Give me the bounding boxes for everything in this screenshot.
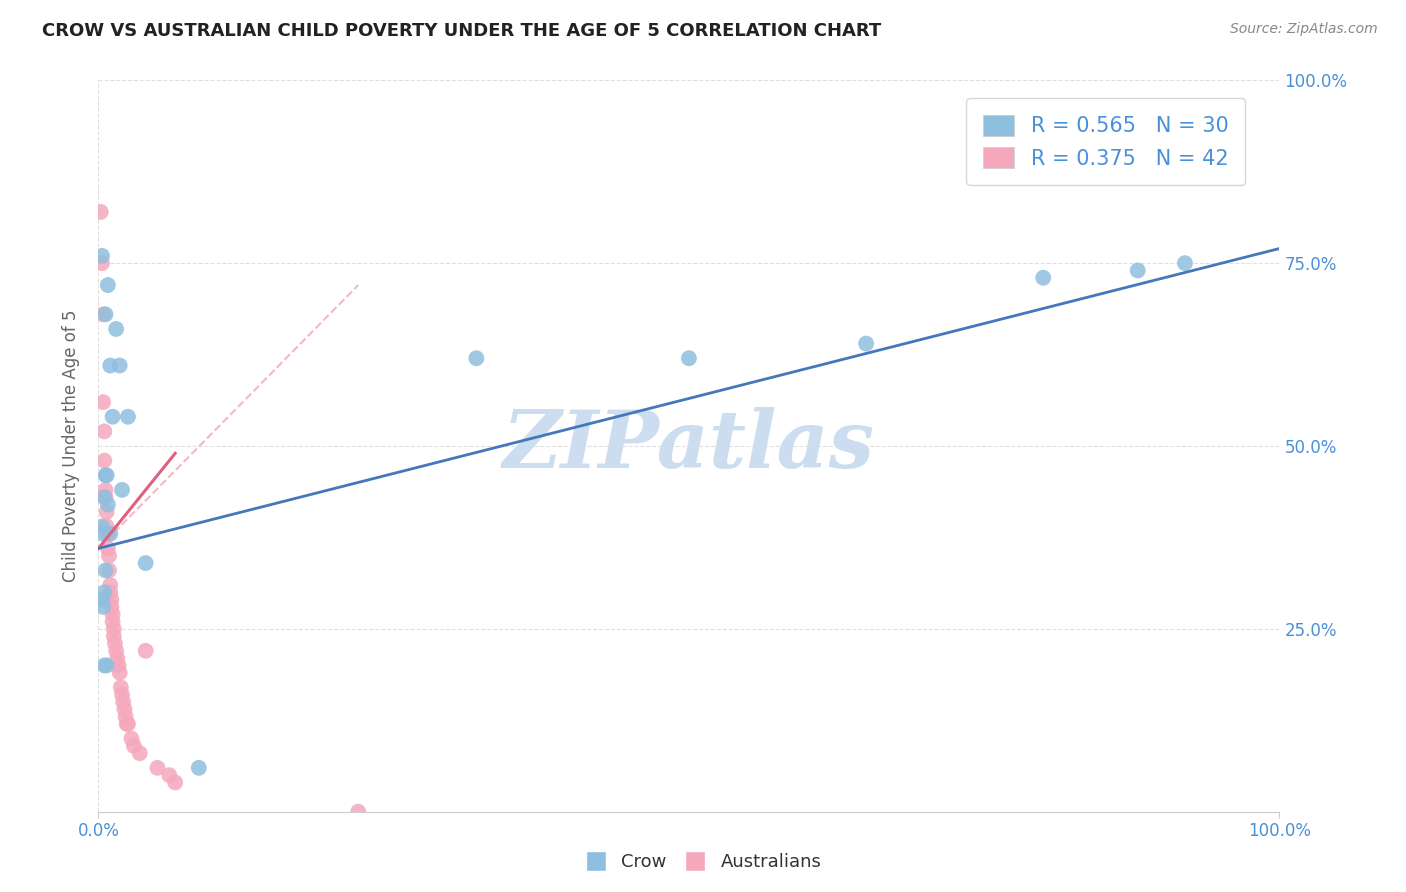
Point (135, 556, 157, 570)
Point (111, 483, 134, 497)
Point (97, 498, 120, 512)
Point (165, 775, 187, 789)
Point (101, 607, 124, 622)
Point (104, 636, 127, 650)
Point (96, 505, 118, 519)
Point (93, 658, 115, 673)
Point (122, 739, 145, 753)
Point (117, 717, 139, 731)
Point (94, 483, 117, 497)
Point (101, 409, 124, 424)
Point (112, 695, 135, 709)
Point (93, 490, 115, 504)
Point (91, 395, 114, 409)
Point (90, 205, 112, 219)
Point (98, 549, 121, 563)
Point (98, 563, 121, 577)
Point (1174, 256, 1197, 270)
Point (465, 351, 488, 366)
Point (91, 599, 114, 614)
Point (157, 768, 180, 782)
Point (1126, 263, 1149, 277)
Point (117, 409, 139, 424)
Point (93, 453, 115, 467)
Point (94, 307, 117, 321)
Point (111, 688, 134, 702)
Point (97, 541, 120, 556)
Point (93, 585, 115, 599)
Point (98, 578, 121, 592)
Point (91, 592, 114, 607)
Point (105, 651, 128, 665)
Point (91, 256, 114, 270)
Point (855, 336, 877, 351)
Point (98, 585, 121, 599)
Point (678, 351, 700, 366)
Point (94, 468, 117, 483)
Point (100, 599, 122, 614)
Point (135, 644, 157, 658)
Point (96, 658, 118, 673)
Point (93, 425, 115, 439)
Text: Source: ZipAtlas.com: Source: ZipAtlas.com (1230, 22, 1378, 37)
Text: ZIPatlas: ZIPatlas (503, 408, 875, 484)
Point (103, 622, 125, 636)
Point (187, 761, 209, 775)
Point (96, 468, 118, 483)
Point (97, 526, 120, 541)
Point (114, 709, 136, 723)
Text: CROW VS AUSTRALIAN CHILD POVERTY UNDER THE AGE OF 5 CORRELATION CHART: CROW VS AUSTRALIAN CHILD POVERTY UNDER T… (42, 22, 882, 40)
Point (103, 629, 125, 643)
Point (107, 658, 129, 673)
Point (101, 615, 124, 629)
Point (91, 519, 114, 533)
Y-axis label: Child Poverty Under the Age of 5: Child Poverty Under the Age of 5 (62, 310, 80, 582)
Point (347, 805, 370, 819)
Legend: R = 0.565   N = 30, R = 0.375   N = 42: R = 0.565 N = 30, R = 0.375 N = 42 (966, 98, 1246, 186)
Point (108, 359, 131, 373)
Legend: Crow, Australians: Crow, Australians (578, 847, 828, 879)
Point (94, 490, 117, 504)
Point (94, 563, 117, 577)
Point (1032, 270, 1054, 285)
Point (91, 526, 114, 541)
Point (97, 278, 120, 293)
Point (146, 761, 169, 775)
Point (108, 665, 131, 680)
Point (98, 526, 121, 541)
Point (110, 681, 132, 695)
Point (105, 322, 128, 336)
Point (112, 702, 135, 716)
Point (105, 644, 128, 658)
Point (100, 592, 122, 607)
Point (121, 731, 143, 746)
Point (128, 746, 150, 760)
Point (98, 359, 121, 373)
Point (91, 307, 114, 321)
Point (91, 249, 114, 263)
Point (96, 519, 118, 533)
Point (115, 717, 138, 731)
